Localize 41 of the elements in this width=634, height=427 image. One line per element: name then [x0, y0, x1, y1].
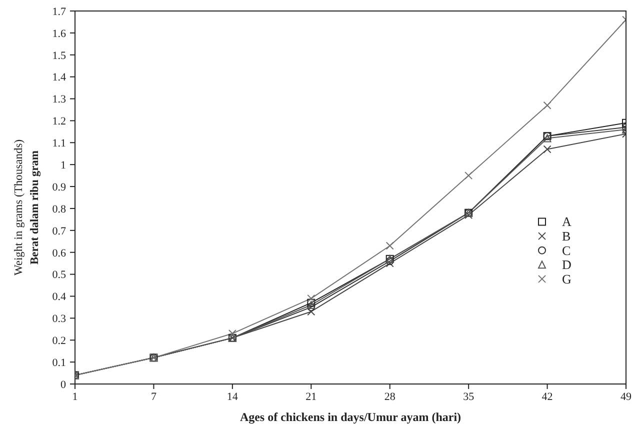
point	[543, 101, 552, 110]
x-tick-label: 28	[384, 390, 396, 403]
y-tick-label: 1.7	[52, 6, 66, 18]
x-tick-label: 42	[542, 390, 553, 403]
y-tick-label: 0.3	[52, 313, 66, 326]
y-tick-label: 1.5	[52, 50, 66, 62]
point	[464, 211, 473, 220]
y-tick-label: 1.1	[52, 138, 66, 150]
point	[228, 330, 236, 338]
point	[464, 172, 473, 180]
point	[307, 294, 316, 302]
y-tick-label: 0.9	[52, 181, 66, 194]
x-tick-label: 35	[463, 390, 475, 403]
y-tick-label: 0.8	[52, 203, 66, 216]
legend-label: G	[562, 271, 572, 286]
point	[386, 242, 394, 250]
x-tick-label: 21	[306, 390, 317, 403]
y-tick-label: 0.1	[52, 356, 66, 369]
y-tick-label: 0.7	[52, 225, 66, 238]
point	[543, 145, 552, 154]
legend-label: D	[562, 257, 572, 272]
y-tick-label: 1.4	[52, 72, 66, 84]
point	[307, 303, 316, 312]
y-tick-label: 1.3	[52, 94, 66, 106]
x-tick-label: 7	[150, 390, 157, 403]
legend-label: B	[562, 228, 571, 244]
legend-label: A	[562, 214, 572, 230]
y-tick-label: 0.5	[52, 269, 66, 282]
legend-label: C	[562, 242, 571, 258]
x-tick-label: 14	[226, 390, 238, 403]
x-axis-title: Ages of chickens in days/Umur ayam (hari)	[240, 410, 462, 424]
y-axis-title: Weight in grams (Thousands) Berat dalam ribu gram	[13, 139, 41, 276]
y-tick-label: 0.6	[52, 247, 66, 260]
y-tick-label: 1.6	[52, 28, 66, 40]
y-tick-label: 0.2	[52, 335, 66, 348]
y-tick-label: 0.4	[52, 291, 66, 304]
x-tick-label: 1	[72, 390, 78, 403]
x-tick-label: 49	[620, 390, 632, 403]
y-tick-label: 1	[60, 159, 66, 172]
y-tick-label: 1.2	[52, 116, 66, 128]
y-tick-label: 0	[60, 378, 66, 391]
